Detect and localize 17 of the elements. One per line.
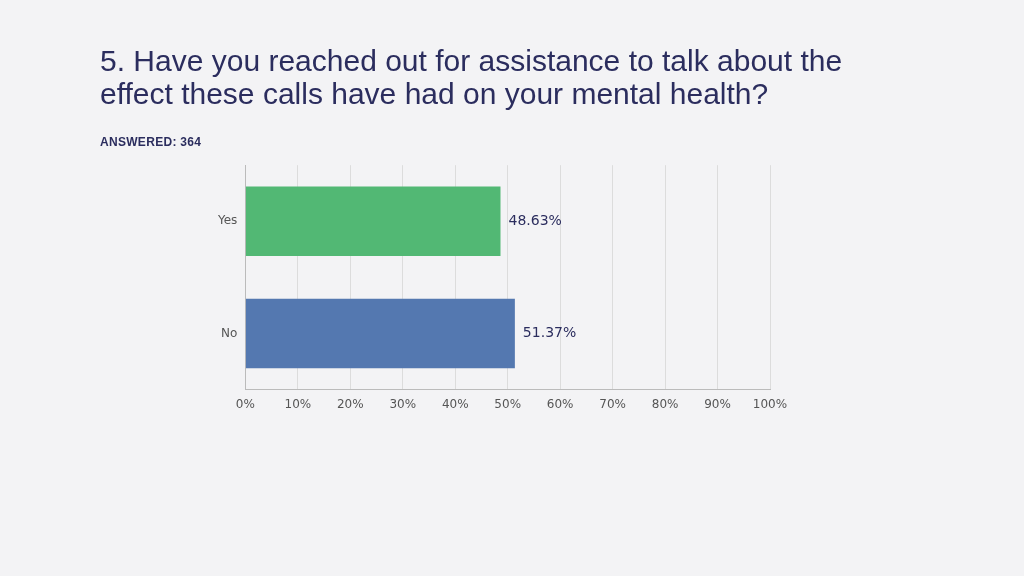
- x-tick-label: 0%: [235, 396, 255, 411]
- x-tick-label: 50%: [494, 396, 522, 411]
- x-tick-label: 70%: [599, 396, 626, 411]
- y-tick-label: No: [221, 325, 238, 340]
- x-tick-label: 20%: [336, 396, 364, 411]
- x-tick-label: 60%: [546, 396, 574, 411]
- chart-title: 5. Have you reached out for assistance to talk about the effect these calls have had on your mental health?: [100, 44, 844, 110]
- data-label: 51.37%: [522, 324, 577, 341]
- x-tick-label: 40%: [441, 396, 469, 411]
- data-label: 48.63%: [508, 211, 562, 228]
- x-tick-label: 90%: [704, 396, 731, 411]
- y-tick-label: Yes: [217, 213, 238, 228]
- chart-subtitle: ANSWERED: 364: [100, 135, 202, 149]
- x-tick-label: 10%: [284, 396, 312, 411]
- x-tick-label: 30%: [389, 396, 417, 411]
- x-tick-label: 100%: [752, 396, 788, 411]
- x-tick-label: 80%: [651, 396, 679, 411]
